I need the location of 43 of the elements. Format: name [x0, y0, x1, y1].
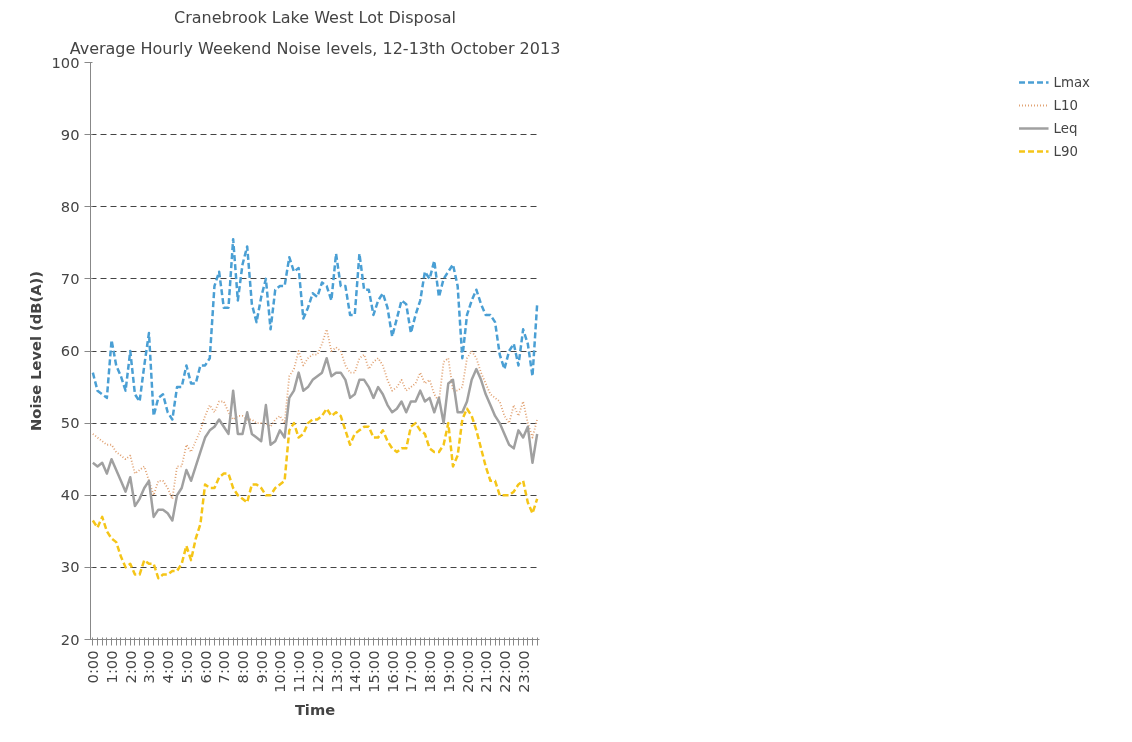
line-series: [91, 328, 539, 500]
legend-label: Leq: [1053, 120, 1078, 136]
x-tick-label: 5:00: [177, 650, 195, 684]
x-tick-label: 14:00: [346, 650, 364, 693]
x-tick-label: 3:00: [140, 650, 158, 684]
y-tick-label: 70: [60, 269, 80, 287]
x-tick-label: 20:00: [458, 650, 476, 693]
x-axis-title: Time: [294, 700, 336, 718]
x-tick-label: 12:00: [308, 650, 326, 693]
x-tick-label: 4:00: [159, 650, 177, 684]
x-tick-label: 6:00: [196, 650, 214, 684]
x-tick-label: 17:00: [402, 650, 420, 693]
legend-label: L90: [1053, 143, 1078, 159]
x-tick-label: 10:00: [271, 650, 289, 693]
line-series: [91, 407, 539, 580]
x-tick-label: 16:00: [383, 650, 401, 693]
x-tick-label: 0:00: [84, 650, 102, 684]
y-tick-label: 50: [60, 414, 80, 432]
x-tick-label: 22:00: [495, 650, 513, 693]
x-tick-label: 1:00: [103, 650, 121, 684]
y-tick-label: 80: [60, 197, 80, 215]
line-series: [91, 356, 539, 522]
x-tick-label: 19:00: [439, 650, 457, 693]
x-tick-label: 9:00: [252, 650, 270, 684]
y-tick-label: 90: [60, 125, 80, 143]
y-tick-label: 60: [60, 342, 80, 359]
x-tick-label: 2:00: [121, 650, 139, 684]
y-tick-label: 20: [60, 630, 80, 648]
x-tick-label: 11:00: [290, 650, 308, 693]
x-tick-label: 18:00: [421, 650, 439, 693]
x-tick-label: 21:00: [477, 650, 495, 693]
x-tick-label: 8:00: [234, 650, 252, 684]
y-axis-title: Noise Level (dB(A)): [26, 271, 44, 431]
y-tick-label: 40: [60, 486, 80, 504]
x-tick-label: 7:00: [215, 650, 233, 684]
y-tick-label: 30: [60, 558, 80, 576]
chart-title: Cranebrook Lake West Lot Disposal: [173, 7, 457, 27]
x-tick-label: 23:00: [514, 650, 532, 693]
x-tick-label: 15:00: [364, 650, 382, 693]
line-series: [91, 237, 539, 421]
legend-label: L10: [1053, 97, 1078, 113]
x-tick-label: 13:00: [327, 650, 345, 693]
legend-label: Lmax: [1053, 74, 1090, 90]
